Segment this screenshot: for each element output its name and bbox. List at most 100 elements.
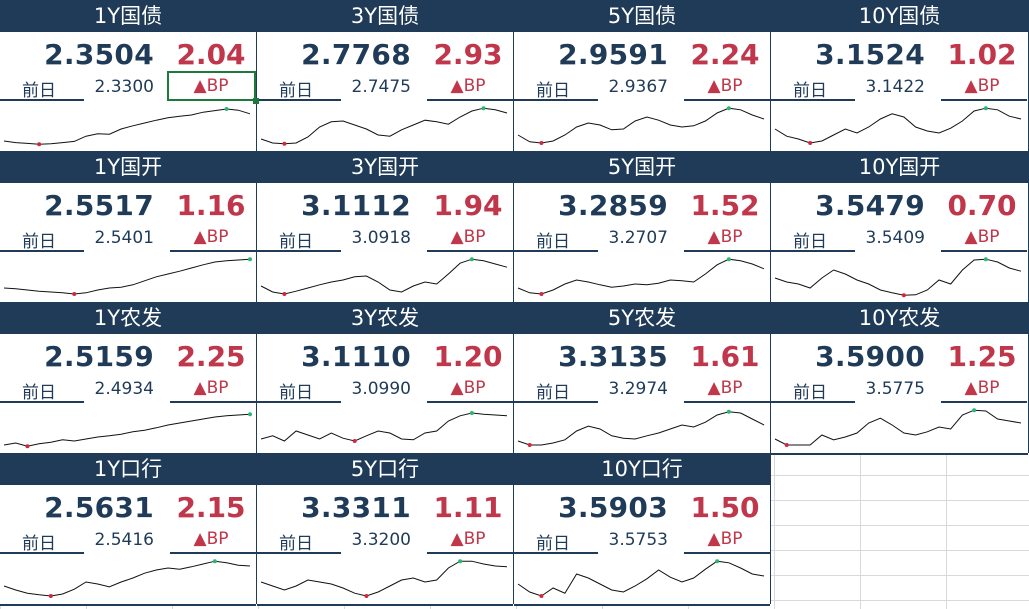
previous-day-label: 前日	[536, 81, 570, 101]
bond-tile: 1Y农发 2.5159 2.25 前日 2.4934 ▲BP	[0, 302, 257, 455]
underline-label	[0, 552, 84, 554]
yield-change-bp[interactable]: 1.16	[176, 189, 246, 222]
previous-day-yield[interactable]: 2.5401	[94, 228, 154, 248]
current-yield[interactable]: 2.7768	[301, 38, 411, 71]
previous-day-yield[interactable]: 3.2974	[608, 379, 668, 399]
sparkline-high-marker	[983, 106, 988, 111]
current-yield[interactable]: 2.3504	[44, 38, 154, 71]
yield-change-bp[interactable]: 1.52	[690, 189, 760, 222]
previous-day-label: 前日	[279, 534, 313, 554]
previous-day-yield[interactable]: 3.0918	[351, 228, 411, 248]
yield-sparkline	[260, 106, 508, 146]
bond-tile: 10Y国开 3.5479 0.70 前日 3.5409 ▲BP	[771, 151, 1029, 304]
yield-change-bp[interactable]: 0.70	[947, 189, 1017, 222]
yield-change-bp[interactable]: 1.94	[433, 189, 503, 222]
underline-label	[257, 99, 341, 101]
current-yield[interactable]: 2.5159	[44, 340, 154, 373]
tile-title: 5Y农发	[514, 302, 770, 334]
bp-up-indicator: ▲BP	[193, 529, 229, 549]
underline-bp	[427, 401, 513, 403]
previous-day-label: 前日	[793, 81, 827, 101]
bp-up-indicator: ▲BP	[193, 378, 229, 398]
yield-sparkline	[774, 257, 1022, 298]
current-yield[interactable]: 2.9591	[558, 38, 668, 71]
sparkline-high-marker	[469, 257, 474, 262]
previous-day-yield[interactable]: 2.9367	[608, 77, 668, 97]
row-separator	[771, 453, 1028, 455]
current-yield[interactable]: 2.5517	[44, 189, 154, 222]
bp-up-indicator: ▲BP	[707, 529, 743, 549]
underline-label	[257, 552, 341, 554]
previous-day-yield[interactable]: 2.3300	[94, 77, 154, 97]
yield-change-bp[interactable]: 2.24	[690, 38, 760, 71]
previous-day-yield[interactable]: 3.3200	[351, 530, 411, 550]
current-yield[interactable]: 3.3135	[558, 340, 668, 373]
sparkline-high-marker	[481, 106, 486, 111]
bond-tile: 5Y口行 3.3311 1.11 前日 3.3200 ▲BP	[257, 453, 514, 606]
yield-change-bp[interactable]: 1.11	[433, 491, 503, 524]
yield-change-bp[interactable]: 2.93	[433, 38, 503, 71]
bond-tile: 10Y口行 3.5903 1.50 前日 3.5753 ▲BP	[514, 453, 771, 606]
bond-tile: 1Y国开 2.5517 1.16 前日 2.5401 ▲BP	[0, 151, 257, 304]
current-yield[interactable]: 3.1524	[815, 38, 925, 71]
yield-change-bp[interactable]: 1.25	[947, 340, 1017, 373]
bond-tile: 3Y农发 3.1110 1.20 前日 3.0990 ▲BP	[257, 302, 514, 455]
tile-title: 1Y国债	[0, 0, 256, 32]
previous-day-yield[interactable]: 3.5753	[608, 530, 668, 550]
current-yield[interactable]: 3.5903	[558, 491, 668, 524]
previous-day-yield[interactable]: 2.7475	[351, 77, 411, 97]
bp-up-indicator: ▲BP	[450, 529, 486, 549]
yield-change-bp[interactable]: 1.50	[690, 491, 760, 524]
previous-day-yield[interactable]: 3.5775	[865, 379, 925, 399]
current-yield[interactable]: 3.1110	[301, 340, 411, 373]
previous-day-yield[interactable]: 2.4934	[94, 379, 154, 399]
previous-day-yield[interactable]: 3.0990	[351, 379, 411, 399]
current-yield[interactable]: 3.2859	[558, 189, 668, 222]
sparkline-low-marker	[25, 444, 30, 449]
previous-day-label: 前日	[536, 232, 570, 252]
sparkline-high-marker	[726, 106, 731, 111]
current-yield[interactable]: 3.5479	[815, 189, 925, 222]
current-yield[interactable]: 2.5631	[44, 491, 154, 524]
row-separator	[257, 604, 513, 606]
yield-change-bp[interactable]: 2.25	[176, 340, 246, 373]
yield-sparkline	[260, 411, 508, 443]
bond-tile: 10Y国债 3.1524 1.02 前日 3.1422 ▲BP	[771, 0, 1029, 153]
previous-day-yield[interactable]: 3.1422	[865, 77, 925, 97]
fill-handle[interactable]	[253, 98, 259, 104]
sparkline-path	[3, 258, 251, 295]
yield-change-bp[interactable]: 2.04	[176, 38, 246, 71]
bp-up-indicator: ▲BP	[193, 76, 229, 96]
yield-sparkline	[260, 559, 508, 598]
yield-change-bp[interactable]: 1.61	[690, 340, 760, 373]
tile-title: 1Y口行	[0, 453, 256, 485]
selected-cell-outline[interactable]	[167, 71, 256, 101]
bond-tile: 1Y国债 2.3504 2.04 前日 2.3300 ▲BP	[0, 0, 257, 153]
yield-change-bp[interactable]: 1.20	[433, 340, 503, 373]
yield-change-bp[interactable]: 1.02	[947, 38, 1017, 71]
underline-bp	[941, 250, 1027, 252]
previous-day-yield[interactable]: 2.5416	[94, 530, 154, 550]
underline-label	[771, 99, 855, 101]
bp-up-indicator: ▲BP	[964, 76, 1000, 96]
yield-sparkline	[774, 408, 1022, 447]
underline-bp	[684, 552, 770, 554]
previous-day-yield[interactable]: 3.2707	[608, 228, 668, 248]
yield-change-bp[interactable]: 2.15	[176, 491, 246, 524]
yield-sparkline	[260, 257, 508, 296]
underline-label	[0, 250, 84, 252]
underline-bp	[170, 401, 256, 403]
underline-bp	[170, 250, 256, 252]
current-yield[interactable]: 3.3311	[301, 491, 411, 524]
bond-tile: 3Y国债 2.7768 2.93 前日 2.7475 ▲BP	[257, 0, 514, 153]
row-separator	[0, 604, 256, 606]
sparkline-path	[260, 258, 508, 295]
tile-title: 3Y农发	[257, 302, 513, 334]
underline-label	[257, 250, 341, 252]
previous-day-label: 前日	[793, 383, 827, 403]
underline-bp	[170, 552, 256, 554]
previous-day-yield[interactable]: 3.5409	[865, 228, 925, 248]
current-yield[interactable]: 3.1112	[301, 189, 411, 222]
current-yield[interactable]: 3.5900	[815, 340, 925, 373]
underline-bp	[427, 99, 513, 101]
